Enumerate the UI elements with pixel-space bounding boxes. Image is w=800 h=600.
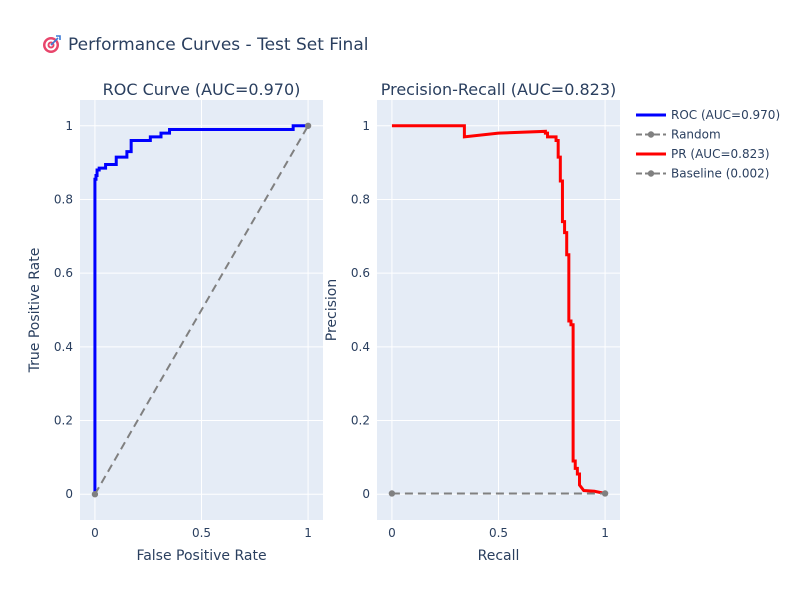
pr-series-line-pr-auc-0-823[interactable] xyxy=(391,124,606,495)
pr-y-tick-label: 0.4 xyxy=(351,340,370,354)
pr-y-tick-label: 0 xyxy=(362,487,370,501)
legend-label: ROC (AUC=0.970) xyxy=(671,108,780,122)
roc-y-axis-label: True Positive Rate xyxy=(27,248,43,374)
roc-y-tick-label: 0.2 xyxy=(54,414,73,428)
legend-label: Baseline (0.002) xyxy=(671,167,769,181)
page-title: Performance Curves - Test Set Final xyxy=(68,35,368,55)
legend-item-baseline-0-002[interactable]: Baseline (0.002) xyxy=(636,167,769,181)
pr-subplot: 0 0.5 1 0 0.2 0.4 0.6 0.8 1 Precision-Recall (AUC… xyxy=(324,80,620,564)
pr-x-tick-label: 0 xyxy=(388,526,396,540)
roc-x-tick-label: 0 xyxy=(91,526,99,540)
legend-item-random[interactable]: Random xyxy=(636,128,721,142)
roc-x-axis-label: False Positive Rate xyxy=(136,548,266,564)
pr-x-tick-label: 1 xyxy=(601,526,609,540)
pr-series-point-baseline-0-002[interactable] xyxy=(601,490,609,497)
roc-series-line-roc-auc-0-970[interactable] xyxy=(93,124,309,495)
roc-y-tick-label: 1 xyxy=(65,119,73,133)
roc-series-line-random[interactable] xyxy=(94,125,309,495)
roc-y-tick-label: 0.6 xyxy=(54,266,73,280)
legend-item-roc-auc-0-970[interactable]: ROC (AUC=0.970) xyxy=(636,108,780,122)
pr-series-group xyxy=(391,124,606,495)
pr-x-tick-label: 0.5 xyxy=(489,526,508,540)
target-emoji-icon xyxy=(43,35,61,53)
roc-y-tick-label: 0.8 xyxy=(54,192,73,206)
roc-y-tick-label: 0.4 xyxy=(54,340,73,354)
roc-y-tick-label: 0 xyxy=(65,487,73,501)
roc-series-point-random[interactable] xyxy=(304,122,312,129)
pr-y-tick-label: 1 xyxy=(362,119,370,133)
legend-marker xyxy=(647,131,655,138)
legend-label: PR (AUC=0.823) xyxy=(671,147,770,161)
legend-item-pr-auc-0-823[interactable]: PR (AUC=0.823) xyxy=(636,147,770,161)
legend-marker xyxy=(647,170,655,177)
roc-x-tick-label: 0.5 xyxy=(192,526,211,540)
legend-label: Random xyxy=(671,128,721,142)
roc-series-group xyxy=(93,124,309,495)
pr-x-axis-label: Recall xyxy=(478,548,520,564)
roc-subplot-title: ROC Curve (AUC=0.970) xyxy=(103,80,301,99)
pr-y-tick-label: 0.6 xyxy=(351,266,370,280)
roc-series-point-random[interactable] xyxy=(91,491,99,498)
pr-y-tick-label: 0.8 xyxy=(351,192,370,206)
pr-y-axis-label: Precision xyxy=(324,279,340,341)
roc-x-tick-label: 1 xyxy=(304,526,312,540)
pr-y-tick-label: 0.2 xyxy=(351,414,370,428)
pr-subplot-title: Precision-Recall (AUC=0.823) xyxy=(381,80,617,99)
roc-subplot: 0 0.5 1 0 0.2 0.4 0.6 0.8 1 ROC Curve (AUC=0.970)… xyxy=(27,80,323,564)
legend[interactable]: ROC (AUC=0.970) Random PR (AUC=0.823) Basel… xyxy=(636,108,780,181)
pr-series-point-baseline-0-002[interactable] xyxy=(388,490,396,497)
